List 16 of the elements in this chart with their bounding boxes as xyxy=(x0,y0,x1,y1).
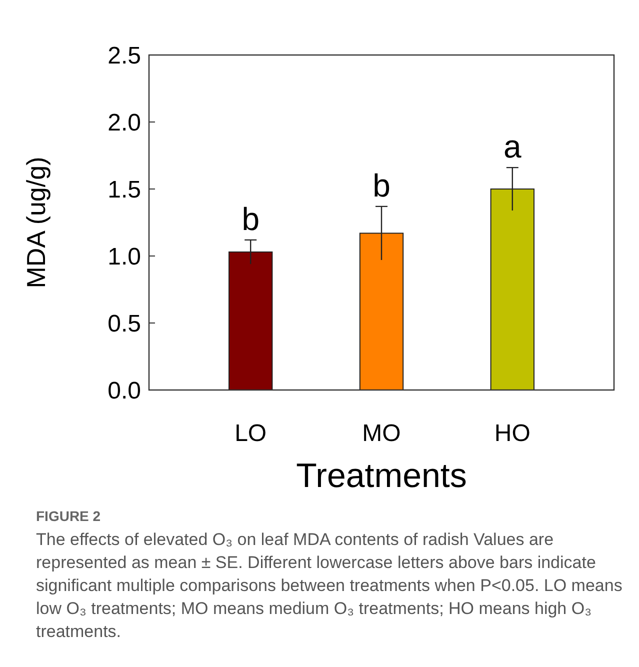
x-tick-label: LO xyxy=(234,420,267,447)
y-tick-label: 2.5 xyxy=(108,42,141,70)
x-axis-title: Treatments xyxy=(296,457,467,495)
x-tick-label: HO xyxy=(494,420,530,447)
y-tick-label: 0.0 xyxy=(108,377,141,404)
y-axis-title: MDA (ug/g) xyxy=(21,156,51,288)
annotation: b xyxy=(242,200,260,237)
y-tick-label: 2.0 xyxy=(108,109,141,136)
x-tick-label: MO xyxy=(362,420,401,447)
annotation: b xyxy=(372,167,390,204)
caption: FIGURE 2 xyxy=(36,508,102,524)
y-tick-label: 1.5 xyxy=(108,176,141,204)
y-tick-label: 1.0 xyxy=(108,243,141,270)
text: The effects of elevated O₃ on leaf MDA contents of radish Values are represented as mean ± SE. Different lowercase letters above bars indicate significant multiple comparisons between treatments when P<0.05. LO means low O₃ treatments; MO means medium O₃ treatments; HO means high O₃ treatments. xyxy=(36,529,624,643)
y-tick-label: 0.5 xyxy=(108,310,141,338)
annotation: a xyxy=(504,128,522,165)
